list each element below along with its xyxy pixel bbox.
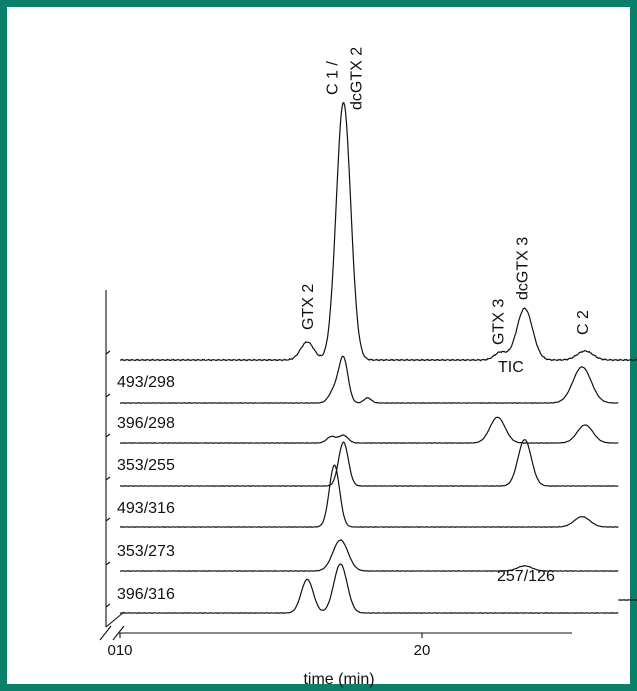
trace-353-255	[119, 439, 619, 487]
trace-493-316	[119, 464, 619, 528]
depth-axis-tick	[105, 433, 111, 438]
peak-label: C 1 /	[324, 61, 341, 95]
trace-tic	[119, 101, 637, 362]
trace-label: 493/316	[117, 500, 175, 517]
axis-break-mark	[99, 625, 112, 641]
trace-257-126	[618, 599, 637, 601]
depth-axis-foot	[105, 611, 125, 628]
peak-label: dcGTX 3	[515, 237, 532, 300]
depth-axis-tick	[105, 603, 111, 608]
x-tick-label: 010	[107, 642, 132, 659]
axis-break-mark	[112, 625, 125, 641]
axes: 010203040	[99, 290, 572, 659]
trace-label: 353/273	[117, 543, 175, 560]
trace-493-298	[119, 355, 619, 404]
trace-396-298	[119, 416, 619, 444]
trace-353-273	[119, 539, 619, 572]
peak-label: GTX 3	[491, 299, 508, 345]
trace-396-316	[119, 563, 619, 614]
traces	[119, 101, 637, 614]
x-axis-label: time (min)	[303, 671, 374, 688]
peak-label: dcGTX 2	[349, 47, 366, 110]
depth-axis-tick	[105, 350, 111, 355]
depth-axis-tick	[105, 476, 111, 481]
depth-axis-tick	[105, 561, 111, 566]
depth-axis-tick	[105, 393, 111, 398]
trace-label: TIC	[498, 359, 524, 376]
depth-axis-tick	[105, 517, 111, 522]
labels: TIC 493/298 396/298 353/255 493/316 353/273 39…	[117, 47, 592, 603]
trace-label: 396/298	[117, 415, 175, 432]
trace-label: 396/316	[117, 586, 175, 603]
trace-label: 493/298	[117, 374, 175, 391]
peak-label: C 2	[575, 310, 592, 335]
x-tick-label: 20	[414, 642, 431, 659]
trace-label: 353/255	[117, 457, 175, 474]
trace-label: 257/126	[497, 568, 555, 585]
peak-label: GTX 2	[300, 284, 317, 330]
